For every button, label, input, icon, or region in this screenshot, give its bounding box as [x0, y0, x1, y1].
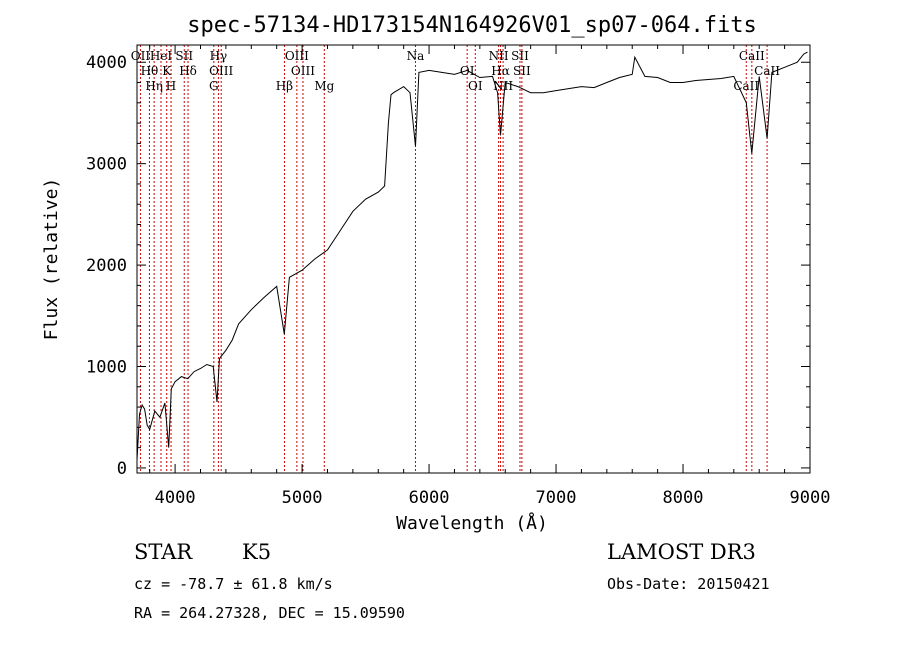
line-label-18: NII	[489, 49, 509, 63]
line-label-20: NII	[493, 79, 513, 93]
y-tick-label: 0	[117, 459, 127, 479]
x-tick-label: 7000	[536, 488, 577, 508]
line-label-22: SII	[513, 64, 531, 78]
line-label-5: H	[166, 79, 176, 93]
line-label-10: OIII	[209, 64, 233, 78]
line-label-12: OIII	[285, 49, 309, 63]
line-label-6: SII	[175, 49, 193, 63]
line-label-17: OI	[468, 79, 483, 93]
line-label-15: Na	[407, 49, 425, 63]
obs-date: Obs-Date: 20150421	[607, 575, 770, 593]
line-label-11: Hβ	[276, 79, 293, 93]
line-label-2: Hη	[145, 79, 163, 93]
line-label-14: Mg	[314, 79, 334, 93]
survey-name: LAMOST DR3	[607, 540, 756, 564]
x-axis-label: Wavelength (Å)	[396, 512, 548, 534]
emission-line-labels: OIIHθHηHeIKHSIIHδGHγOIIIHβOIIIOIIIMgNaOI…	[131, 49, 780, 93]
y-tick-label: 1000	[86, 358, 127, 378]
x-tick-label: 6000	[409, 488, 450, 508]
x-tick-label: 4000	[155, 488, 196, 508]
line-label-19: Hα	[491, 64, 510, 78]
line-label-1: Hθ	[141, 64, 159, 78]
line-label-13: OIII	[291, 64, 315, 78]
line-label-4: K	[162, 64, 172, 78]
chart-title: spec-57134-HD173154N164926V01_sp07-064.f…	[187, 13, 757, 38]
spectrum-series-line	[136, 51, 808, 460]
y-axis: 0 1000 2000 3000 4000	[86, 53, 810, 479]
line-label-0: OII	[131, 49, 151, 63]
line-label-7: Hδ	[179, 64, 197, 78]
line-label-8: G	[209, 79, 219, 93]
line-label-3: HeI	[150, 49, 173, 63]
y-tick-label: 4000	[86, 53, 127, 73]
redshift-readout: cz = -78.7 ± 61.8 km/s	[134, 575, 333, 593]
x-axis: 4000 5000 6000 7000 8000 9000	[149, 45, 831, 508]
emission-line-markers	[139, 45, 768, 473]
y-axis-label: Flux (relative)	[41, 178, 62, 341]
object-subclass: K5	[242, 540, 272, 564]
y-tick-label: 3000	[86, 155, 127, 175]
y-tick-label: 2000	[86, 256, 127, 276]
x-tick-label: 9000	[790, 488, 831, 508]
coordinates: RA = 264.27328, DEC = 15.09590	[134, 604, 405, 622]
line-label-21: SII	[511, 49, 529, 63]
line-label-23: CaII	[733, 79, 759, 93]
x-tick-label: 8000	[663, 488, 704, 508]
line-label-25: CaII	[754, 64, 780, 78]
object-class: STAR	[134, 540, 193, 564]
line-label-9: Hγ	[210, 49, 228, 63]
plot-frame	[136, 44, 811, 474]
x-tick-label: 5000	[282, 488, 323, 508]
line-label-24: CaII	[739, 49, 765, 63]
